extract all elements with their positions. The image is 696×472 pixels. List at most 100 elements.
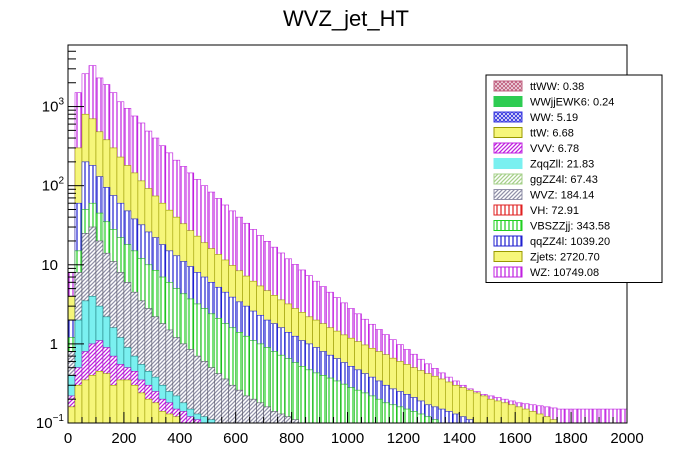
legend-entry-ttWW: ttWW: 0.38 bbox=[493, 80, 584, 93]
x-tick-label: 1200 bbox=[387, 430, 420, 447]
bar-total_WZ-77 bbox=[605, 408, 614, 424]
legend-label: Zjets: 2720.70 bbox=[530, 252, 600, 264]
bar-through_VBSZZjj-33 bbox=[298, 366, 306, 424]
bar-total_WZ-75 bbox=[591, 408, 600, 424]
bar-through_VBSZZjj-46 bbox=[389, 404, 397, 424]
bar-total_WZ-70 bbox=[556, 408, 565, 424]
bar-through_Zjets-66 bbox=[528, 411, 537, 424]
bar-lower_stack-5 bbox=[102, 373, 111, 424]
x-tick-label: 1400 bbox=[443, 430, 476, 447]
legend-swatch bbox=[493, 96, 523, 107]
bar-total_WZ-72 bbox=[570, 408, 579, 424]
legend-label: ZqqZll: 21.83 bbox=[530, 159, 594, 171]
legend-swatch bbox=[493, 220, 523, 231]
bar-lower_stack-0 bbox=[67, 406, 76, 424]
legend-label: WWjjEWK6: 0.24 bbox=[530, 97, 614, 109]
legend-swatch bbox=[493, 266, 523, 278]
legend-swatch bbox=[493, 80, 523, 92]
bar-through_Zjets-68 bbox=[542, 416, 551, 424]
bar-through_VBSZZjj-48 bbox=[403, 408, 411, 424]
y-tick-label: 103 bbox=[42, 97, 65, 116]
bar-through_VBSZZjj-40 bbox=[347, 387, 355, 424]
bar-lower_stack-9 bbox=[130, 384, 139, 424]
bar-through_WVZ-26 bbox=[249, 398, 257, 424]
bar-total_WZ-74 bbox=[584, 408, 593, 424]
bar-through_VBSZZjj-50 bbox=[417, 413, 425, 424]
bar-through_Zjets-63 bbox=[507, 404, 516, 424]
bar-through_VBSZZjj-39 bbox=[340, 383, 348, 424]
bar-lower_stack-8 bbox=[123, 379, 132, 424]
bar-through_VBSZZjj-34 bbox=[305, 369, 313, 424]
bar-through_VBSZZjj-37 bbox=[326, 377, 334, 424]
legend-entry-VVV: VVV: 6.78 bbox=[493, 142, 579, 155]
bar-lower_stack-15 bbox=[172, 416, 181, 424]
bar-through_Zjets-60 bbox=[486, 398, 495, 424]
chart-title: WVZ_jet_HT bbox=[283, 6, 409, 31]
bar-through_Zjets-57 bbox=[465, 389, 474, 424]
legend-label: WZ: 10749.08 bbox=[530, 267, 599, 279]
legend-label: WW: 5.19 bbox=[530, 112, 578, 124]
bar-lower_stack-1 bbox=[74, 384, 83, 424]
bar-lower_stack-12 bbox=[151, 402, 160, 424]
legend-label: ttW: 6.68 bbox=[530, 128, 574, 140]
x-tick-label: 800 bbox=[279, 430, 304, 447]
bar-through_WVZ-27 bbox=[256, 402, 264, 424]
x-tick-label: 1800 bbox=[554, 430, 587, 447]
legend-swatch bbox=[493, 173, 523, 185]
bar-through_VVV-17 bbox=[186, 416, 195, 424]
y-axis: 10−1 1 10 102 103 bbox=[36, 44, 84, 432]
legend-swatch bbox=[493, 251, 523, 262]
bar-through_WVZ-23 bbox=[228, 384, 237, 424]
bar-through_WVZ-24 bbox=[235, 389, 243, 424]
bar-total_WZ-79 bbox=[619, 408, 628, 424]
x-tick-label: 400 bbox=[167, 430, 192, 447]
legend-entry-WWjjEWK6: WWjjEWK6: 0.24 bbox=[493, 96, 614, 109]
legend-swatch bbox=[493, 111, 523, 123]
bar-through_VBSZZjj-43 bbox=[368, 395, 376, 424]
bar-through_WVZ-30 bbox=[277, 413, 285, 424]
legend-swatch bbox=[493, 127, 523, 138]
bar-through_Zjets-59 bbox=[479, 395, 488, 424]
legend-label: qqZZ4l: 1039.20 bbox=[530, 236, 610, 248]
legend-swatch bbox=[493, 142, 523, 154]
bar-through_WVZ-29 bbox=[270, 411, 278, 424]
legend-label: ttWW: 0.38 bbox=[530, 81, 584, 93]
bar-through_VBSZZjj-49 bbox=[410, 411, 418, 424]
bar-through_VBSZZjj-42 bbox=[361, 392, 369, 424]
bar-through_VBSZZjj-35 bbox=[312, 372, 320, 424]
legend: ttWW: 0.38 WWjjEWK6: 0.24 WW: 5.19 ttW: 6.6… bbox=[485, 74, 663, 283]
x-tick-label: 1000 bbox=[331, 430, 364, 447]
legend-entry-VH: VH: 72.91 bbox=[493, 204, 579, 217]
bar-through_qqZZ4l-55 bbox=[452, 413, 460, 424]
bar-lower_stack-6 bbox=[109, 384, 118, 424]
bar-lower_stack-13 bbox=[158, 411, 167, 424]
stack-layer-lower_stack bbox=[67, 371, 181, 424]
bar-through_qqZZ4l-56 bbox=[458, 416, 467, 424]
bar-through_VBSZZjj-41 bbox=[354, 389, 362, 424]
bar-through_VBSZZjj-44 bbox=[375, 398, 383, 424]
bar-through_VBSZZjj-30 bbox=[277, 354, 285, 424]
legend-entry-ttW: ttW: 6.68 bbox=[493, 127, 574, 140]
legend-entry-Zjets: Zjets: 2720.70 bbox=[493, 251, 600, 264]
bar-lower_stack-7 bbox=[116, 379, 125, 424]
bar-total_WZ-78 bbox=[612, 408, 621, 424]
legend-entry-qqZZ4l: qqZZ4l: 1039.20 bbox=[493, 235, 610, 248]
bar-through_Zjets-58 bbox=[472, 392, 481, 424]
x-tick-label: 600 bbox=[223, 430, 248, 447]
legend-label: VH: 72.91 bbox=[530, 205, 579, 217]
bar-through_VBSZZjj-31 bbox=[284, 358, 292, 424]
y-tick-label: 102 bbox=[42, 176, 65, 195]
bar-through_WVZ-28 bbox=[263, 406, 271, 424]
legend-swatch bbox=[493, 204, 523, 216]
bar-through_VBSZZjj-36 bbox=[319, 375, 327, 424]
x-tick-label: 200 bbox=[111, 430, 136, 447]
x-axis: 0 200 400 600 800 1000 1200 1400 1600 1800 2000 bbox=[64, 412, 644, 447]
legend-entry-WZ: WZ: 10749.08 bbox=[493, 266, 599, 279]
bar-through_Zjets-64 bbox=[514, 406, 523, 424]
bar-through_WVZ-25 bbox=[242, 395, 250, 424]
bar-through_VBSZZjj-47 bbox=[396, 406, 404, 424]
legend-entry-ggZZ4l: ggZZ4l: 67.43 bbox=[493, 173, 598, 186]
legend-label: VVV: 6.78 bbox=[530, 143, 579, 155]
bar-through_WVZ-20 bbox=[207, 367, 216, 424]
bar-through_WVZ-19 bbox=[200, 361, 209, 424]
